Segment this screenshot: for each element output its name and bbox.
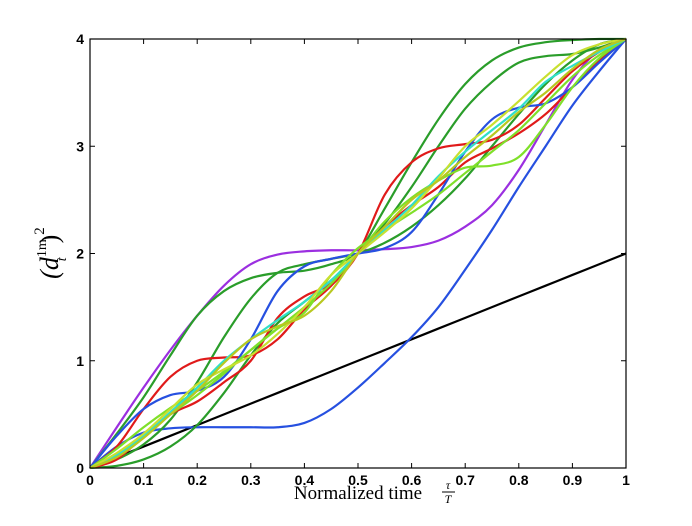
series-line-14 bbox=[89, 37, 627, 470]
ticks-layer: 0 0.1 0.2 0.3 0.4 0.5 0.6 0.7 0.8 0.9 1 0 1 2 3 4 bbox=[76, 31, 630, 488]
y-axis-label-sup: 1m bbox=[35, 239, 50, 257]
y-axis-label-close: ) bbox=[35, 235, 64, 244]
y-tick-label-0: 0 bbox=[76, 460, 84, 476]
x-tick-label-7: 0.7 bbox=[455, 472, 475, 488]
y-axis-label-sub: t bbox=[55, 256, 70, 261]
x-tick-label-0: 0 bbox=[86, 472, 94, 488]
x-axis-label: Normalized time bbox=[294, 483, 422, 504]
x-tick-label-3: 0.3 bbox=[241, 472, 261, 488]
y-tick-label-3: 3 bbox=[76, 138, 84, 154]
x-tick-label-10: 1 bbox=[622, 472, 630, 488]
y-axis-label-base: (d bbox=[35, 256, 64, 279]
x-axis-label-denominator: T bbox=[445, 492, 453, 506]
x-tick-label-5: 0.5 bbox=[348, 472, 368, 488]
series-line-1 bbox=[89, 252, 627, 470]
y-tick-label-1: 1 bbox=[76, 353, 84, 369]
x-tick-label-2: 0.2 bbox=[187, 472, 207, 488]
series-line-3 bbox=[89, 37, 627, 469]
x-axis-label-text: Normalized time bbox=[294, 483, 422, 504]
svg-text:(d1mt)2: (d1m t)2 bbox=[32, 227, 70, 279]
y-axis-label-power: 2 bbox=[32, 227, 48, 235]
y-tick-label-4: 4 bbox=[76, 31, 84, 47]
x-axis-label-numerator: τ bbox=[446, 478, 451, 492]
x-tick-label-1: 0.1 bbox=[134, 472, 154, 488]
series-line-2 bbox=[89, 38, 627, 469]
x-tick-label-9: 0.9 bbox=[563, 472, 583, 488]
x-tick-label-6: 0.6 bbox=[402, 472, 422, 488]
x-axis-label-fraction: τ T bbox=[442, 478, 455, 506]
y-axis-label: (d1m t)2 bbox=[32, 227, 70, 279]
series-layer bbox=[89, 37, 627, 470]
x-tick-label-8: 0.8 bbox=[509, 472, 529, 488]
y-tick-label-2: 2 bbox=[76, 246, 84, 262]
x-tick-label-4: 0.4 bbox=[295, 472, 315, 488]
